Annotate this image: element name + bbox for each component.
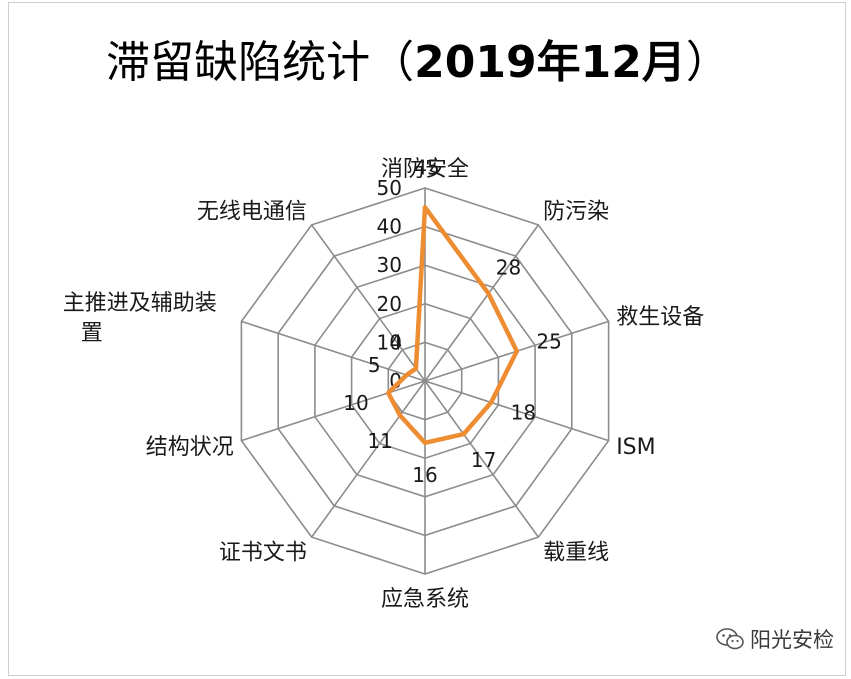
series-line [386, 205, 520, 446]
grid-spoke [241, 380, 426, 442]
data-label: 11 [367, 429, 392, 453]
watermark-text: 阳光安检 [750, 628, 834, 652]
data-label: 45 [414, 155, 439, 179]
data-label: 4 [390, 331, 403, 355]
title-part-suffix: ） [686, 37, 730, 88]
data-label: 5 [368, 353, 381, 377]
category-label: 应急系统 [381, 587, 469, 612]
watermark: 阳光安检 [716, 624, 834, 654]
category-label: 防污染 [543, 199, 609, 224]
category-label: 救生设备 [616, 305, 704, 330]
data-label: 17 [471, 448, 496, 472]
wechat-icon [716, 628, 744, 650]
grid-spoke [241, 320, 426, 382]
grid-spoke [424, 224, 540, 382]
tick-label: 50 [377, 176, 402, 200]
tick-label: 30 [377, 253, 402, 277]
data-label: 10 [343, 391, 368, 415]
category-label: 证书文书 [219, 541, 307, 566]
data-label: 25 [536, 329, 561, 353]
grid-spoke [310, 380, 426, 538]
chart-title: 滞留缺陷统计（2019年12月） [106, 37, 730, 88]
grid-spoke [424, 380, 609, 442]
grid-spoke [424, 380, 540, 538]
tick-label: 40 [377, 215, 402, 239]
category-label: 消防安全 [381, 157, 469, 182]
data-label: 18 [511, 400, 536, 424]
title-part-prefix: 滞留缺陷统计（ [106, 37, 414, 88]
radar-grid [240, 187, 610, 575]
tick-label: 10 [377, 330, 402, 354]
category-label-continued: 置 [81, 321, 103, 346]
data-label: 28 [496, 256, 521, 280]
category-label: 主推进及辅助装 [63, 291, 217, 316]
title-part-date: 2019年12月 [414, 37, 686, 88]
category-label: 结构状况 [146, 435, 234, 460]
category-label: ISM [616, 435, 655, 460]
chart-area[interactable] [8, 2, 846, 676]
tick-label: 20 [377, 292, 402, 316]
grid-spoke [310, 224, 426, 382]
data-label: 16 [412, 463, 437, 487]
category-label: 载重线 [543, 541, 609, 566]
category-label: 无线电通信 [197, 199, 307, 224]
